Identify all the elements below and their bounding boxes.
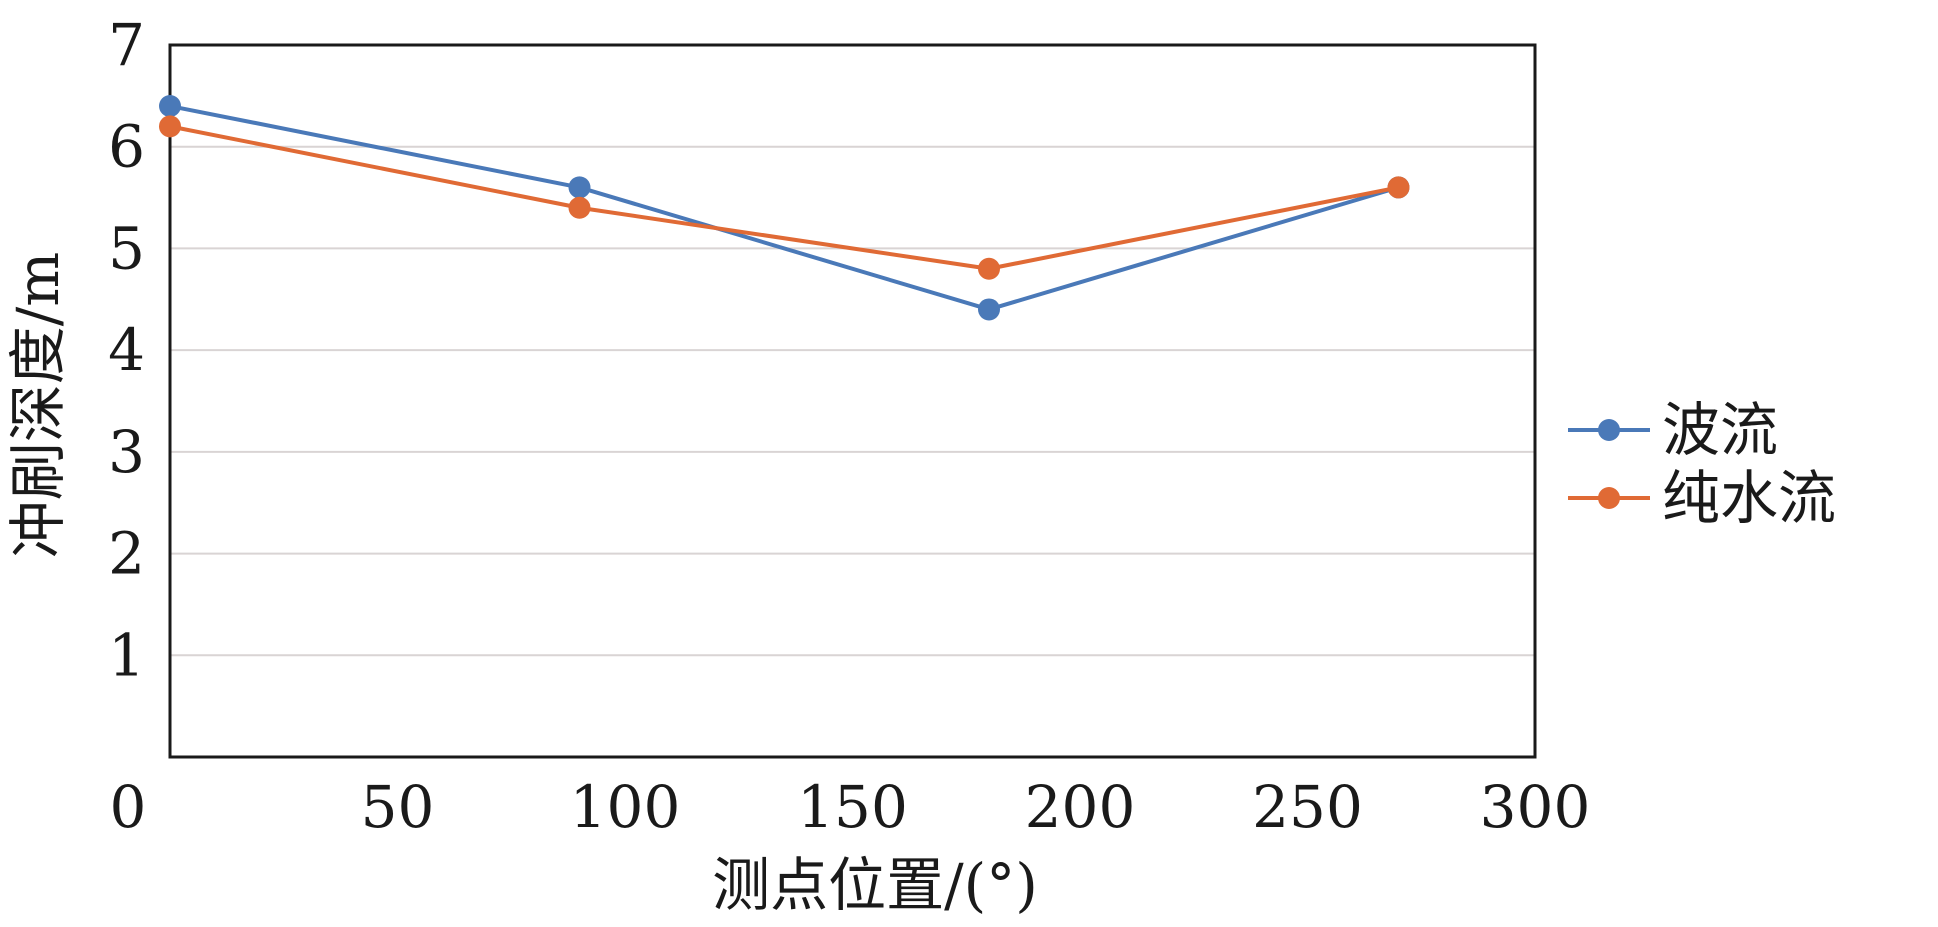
x-tick-label: 50 — [361, 773, 435, 841]
data-point — [978, 298, 1000, 321]
x-tick-label: 300 — [1480, 773, 1591, 841]
x-tick-label: 100 — [570, 773, 681, 841]
y-tick-label: 5 — [108, 214, 145, 282]
series-line — [169, 124, 1399, 271]
x-tick-label: 0 — [110, 773, 147, 841]
data-point — [568, 176, 591, 199]
legend-swatch-marker — [1598, 487, 1620, 509]
series-layer — [159, 95, 1410, 321]
legend-label: 波流 — [1662, 396, 1778, 464]
data-point — [1387, 176, 1410, 199]
x-axis-ticks: 0 50 100 150 200 250 300 — [110, 773, 1591, 841]
y-axis-title: 冲刷深度/m — [4, 252, 72, 559]
series-2 — [159, 115, 1410, 280]
data-point — [568, 196, 591, 219]
y-tick-label: 7 — [108, 11, 145, 79]
legend-item: 纯水流 — [1568, 464, 1836, 532]
data-point — [159, 115, 181, 138]
y-tick-label: 4 — [108, 316, 145, 384]
legend-swatch-marker — [1598, 419, 1620, 441]
x-tick-label: 250 — [1252, 773, 1363, 841]
data-point — [159, 95, 181, 118]
series-line — [169, 104, 1400, 312]
gridlines — [170, 44, 1535, 657]
x-tick-label: 150 — [797, 773, 908, 841]
x-axis-title: 测点位置/(°) — [712, 851, 1038, 919]
y-tick-label: 3 — [108, 418, 145, 486]
plot-area-frame — [168, 43, 1537, 759]
series-1 — [159, 95, 1410, 321]
x-tick-label: 200 — [1025, 773, 1136, 841]
y-tick-label: 2 — [108, 520, 145, 588]
y-tick-label: 6 — [108, 113, 145, 181]
data-point — [978, 257, 1000, 280]
y-tick-label: 1 — [108, 621, 145, 689]
legend-label: 纯水流 — [1662, 464, 1836, 532]
y-axis-ticks: 1 2 3 4 5 6 7 — [108, 11, 145, 689]
legend-item: 波流 — [1568, 396, 1778, 464]
